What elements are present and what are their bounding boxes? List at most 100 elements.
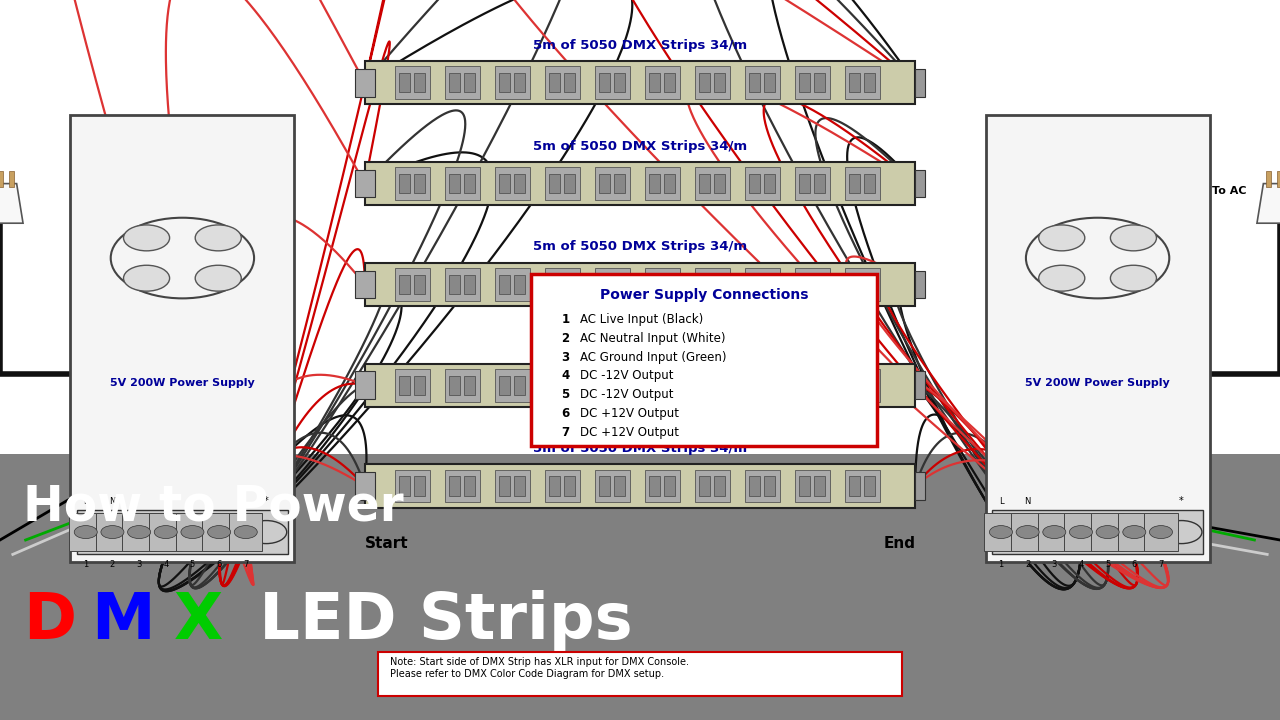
Text: LED Strips: LED Strips bbox=[237, 590, 632, 652]
Bar bbox=[849, 174, 860, 193]
Bar bbox=[1144, 513, 1178, 551]
Text: DC +12V Output: DC +12V Output bbox=[580, 407, 678, 420]
Bar bbox=[849, 275, 860, 294]
Bar bbox=[365, 162, 915, 205]
Text: 3: 3 bbox=[562, 351, 570, 364]
Bar bbox=[495, 268, 530, 301]
Bar bbox=[814, 376, 826, 395]
Bar bbox=[495, 66, 530, 99]
Text: *: * bbox=[1179, 496, 1184, 506]
Bar bbox=[714, 174, 724, 193]
Bar bbox=[814, 73, 826, 92]
Bar bbox=[499, 275, 509, 294]
Circle shape bbox=[989, 526, 1012, 539]
Bar bbox=[449, 275, 460, 294]
Bar bbox=[645, 469, 680, 503]
Bar bbox=[399, 275, 410, 294]
Bar bbox=[599, 174, 611, 193]
Bar bbox=[513, 275, 525, 294]
Bar bbox=[599, 477, 611, 495]
Text: 4: 4 bbox=[562, 369, 570, 382]
Text: L: L bbox=[998, 497, 1004, 506]
Circle shape bbox=[1039, 225, 1085, 251]
Bar bbox=[463, 275, 475, 294]
Bar bbox=[69, 513, 102, 551]
Bar bbox=[1266, 171, 1271, 187]
Bar bbox=[413, 376, 425, 395]
Bar bbox=[445, 469, 480, 503]
Bar bbox=[649, 477, 660, 495]
Bar bbox=[849, 73, 860, 92]
Bar bbox=[513, 477, 525, 495]
Bar bbox=[549, 73, 559, 92]
Bar bbox=[355, 271, 375, 298]
Bar bbox=[513, 174, 525, 193]
Bar bbox=[394, 369, 430, 402]
Text: 7: 7 bbox=[562, 426, 570, 438]
Text: 5V 200W Power Supply: 5V 200W Power Supply bbox=[1025, 378, 1170, 388]
Bar bbox=[399, 174, 410, 193]
Bar bbox=[849, 376, 860, 395]
Circle shape bbox=[123, 225, 169, 251]
Bar bbox=[814, 174, 826, 193]
Text: X: X bbox=[174, 590, 223, 652]
Bar bbox=[714, 477, 724, 495]
Bar bbox=[915, 170, 925, 197]
Bar bbox=[795, 268, 831, 301]
Text: 5m of 5050 DMX Strips 34/m: 5m of 5050 DMX Strips 34/m bbox=[532, 39, 748, 52]
Circle shape bbox=[154, 526, 177, 539]
Bar bbox=[664, 477, 675, 495]
Circle shape bbox=[234, 526, 257, 539]
Bar bbox=[749, 174, 760, 193]
Bar bbox=[399, 73, 410, 92]
Bar bbox=[545, 167, 580, 200]
Text: DC -12V Output: DC -12V Output bbox=[580, 369, 673, 382]
Bar bbox=[699, 275, 710, 294]
Text: 5: 5 bbox=[189, 560, 195, 569]
Bar bbox=[749, 477, 760, 495]
Bar bbox=[864, 477, 876, 495]
Text: To AC: To AC bbox=[1212, 186, 1245, 196]
Bar bbox=[799, 477, 810, 495]
Text: 5: 5 bbox=[1105, 560, 1110, 569]
Text: Start: Start bbox=[365, 536, 408, 552]
Text: End: End bbox=[883, 536, 915, 552]
Bar bbox=[564, 73, 575, 92]
Circle shape bbox=[195, 225, 241, 251]
Text: 3: 3 bbox=[1052, 560, 1057, 569]
Bar bbox=[499, 376, 509, 395]
Bar bbox=[531, 274, 877, 446]
Bar bbox=[77, 510, 288, 554]
Bar bbox=[695, 469, 730, 503]
Circle shape bbox=[1039, 265, 1085, 291]
Text: AC Neutral Input (White): AC Neutral Input (White) bbox=[580, 332, 726, 345]
Bar bbox=[399, 376, 410, 395]
Bar bbox=[645, 66, 680, 99]
Bar bbox=[229, 513, 262, 551]
Text: 1: 1 bbox=[998, 560, 1004, 569]
Bar bbox=[1117, 513, 1151, 551]
Bar bbox=[595, 268, 630, 301]
Text: D: D bbox=[23, 590, 77, 652]
Text: 5m of 5050 DMX Strips 34/m: 5m of 5050 DMX Strips 34/m bbox=[532, 442, 748, 455]
Bar bbox=[915, 271, 925, 298]
Text: How to Power: How to Power bbox=[23, 482, 403, 531]
Text: 5m of 5050 DMX Strips 34/m: 5m of 5050 DMX Strips 34/m bbox=[532, 341, 748, 354]
Bar bbox=[413, 174, 425, 193]
Bar bbox=[355, 372, 375, 399]
Bar bbox=[714, 275, 724, 294]
Bar bbox=[599, 275, 611, 294]
Bar bbox=[664, 376, 675, 395]
Bar bbox=[96, 513, 129, 551]
Bar bbox=[699, 477, 710, 495]
Bar bbox=[595, 369, 630, 402]
Bar bbox=[745, 66, 780, 99]
Bar bbox=[799, 376, 810, 395]
Bar bbox=[445, 369, 480, 402]
Bar bbox=[413, 477, 425, 495]
Circle shape bbox=[101, 526, 124, 539]
Bar bbox=[845, 469, 881, 503]
Bar bbox=[749, 376, 760, 395]
Bar bbox=[845, 369, 881, 402]
Bar bbox=[992, 510, 1203, 554]
